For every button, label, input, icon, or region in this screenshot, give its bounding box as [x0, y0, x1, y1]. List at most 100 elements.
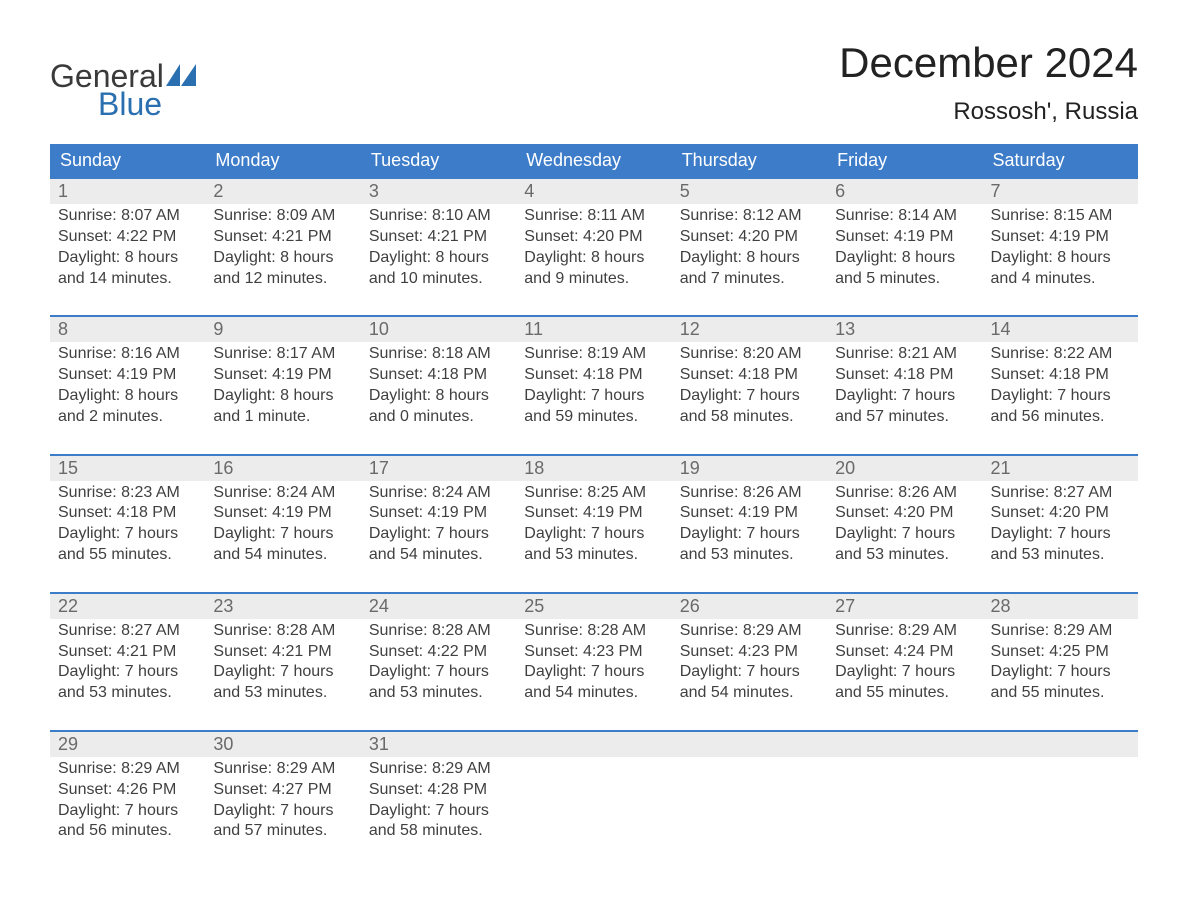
day-info-line: and 54 minutes. [524, 683, 663, 704]
day-info-line [524, 821, 663, 842]
day-info-line: Sunrise: 8:14 AM [835, 206, 974, 227]
day-info-line: Sunset: 4:18 PM [991, 365, 1130, 386]
day-info-line: and 54 minutes. [680, 683, 819, 704]
day-cell: Sunrise: 8:14 AMSunset: 4:19 PMDaylight:… [827, 204, 982, 289]
day-info-line: Sunset: 4:19 PM [369, 503, 508, 524]
day-cell: Sunrise: 8:11 AMSunset: 4:20 PMDaylight:… [516, 204, 671, 289]
day-cell: Sunrise: 8:09 AMSunset: 4:21 PMDaylight:… [205, 204, 360, 289]
day-number: 12 [672, 317, 827, 342]
day-info-line: and 14 minutes. [58, 269, 197, 290]
day-number: 29 [50, 732, 205, 757]
day-info-line: Sunset: 4:18 PM [524, 365, 663, 386]
day-info-line: and 58 minutes. [680, 407, 819, 428]
day-info-line: and 53 minutes. [58, 683, 197, 704]
day-number: 9 [205, 317, 360, 342]
day-info-line: Sunrise: 8:07 AM [58, 206, 197, 227]
day-info-line: Sunset: 4:18 PM [835, 365, 974, 386]
calendar-grid: Sunday Monday Tuesday Wednesday Thursday… [50, 144, 1138, 852]
dow-wednesday: Wednesday [516, 144, 671, 177]
day-info-line: Sunrise: 8:15 AM [991, 206, 1130, 227]
day-info-line: and 1 minute. [213, 407, 352, 428]
day-info-line: Sunset: 4:22 PM [369, 642, 508, 663]
day-number: 31 [361, 732, 516, 757]
day-number-row: 22232425262728 [50, 594, 1138, 619]
day-number: 30 [205, 732, 360, 757]
day-info-line [524, 801, 663, 822]
day-info-line: Sunrise: 8:11 AM [524, 206, 663, 227]
day-info-line: Sunrise: 8:23 AM [58, 483, 197, 504]
day-info-line: Daylight: 8 hours [213, 248, 352, 269]
day-info-line: Daylight: 7 hours [835, 662, 974, 683]
day-info-line: Sunrise: 8:16 AM [58, 344, 197, 365]
day-cell: Sunrise: 8:28 AMSunset: 4:23 PMDaylight:… [516, 619, 671, 704]
day-info-line: Sunrise: 8:12 AM [680, 206, 819, 227]
week-row: 891011121314 Sunrise: 8:16 AMSunset: 4:19… [50, 315, 1138, 453]
day-info-line: and 54 minutes. [213, 545, 352, 566]
day-info-line: Sunset: 4:20 PM [524, 227, 663, 248]
day-cell: Sunrise: 8:29 AMSunset: 4:24 PMDaylight:… [827, 619, 982, 704]
day-info-line [835, 801, 974, 822]
day-number: 8 [50, 317, 205, 342]
month-title: December 2024 [839, 40, 1138, 86]
day-number: 16 [205, 456, 360, 481]
day-body-row: Sunrise: 8:27 AMSunset: 4:21 PMDaylight:… [50, 619, 1138, 730]
day-info-line: Daylight: 7 hours [680, 662, 819, 683]
day-number: 14 [983, 317, 1138, 342]
day-info-line: Sunset: 4:19 PM [58, 365, 197, 386]
day-info-line: Sunset: 4:18 PM [369, 365, 508, 386]
day-info-line: Daylight: 8 hours [835, 248, 974, 269]
day-body-row: Sunrise: 8:29 AM Sunset: 4:26 PMDaylight:… [50, 757, 1138, 852]
day-info-line: Sunrise: 8:29 AM [369, 759, 508, 780]
day-number: 6 [827, 179, 982, 204]
day-info-line: Daylight: 7 hours [58, 524, 197, 545]
day-cell [983, 757, 1138, 842]
day-info-line [991, 759, 1130, 780]
day-info-line: Sunset: 4:19 PM [524, 503, 663, 524]
day-cell: Sunrise: 8:28 AMSunset: 4:21 PMDaylight:… [205, 619, 360, 704]
day-info-line: Daylight: 7 hours [213, 524, 352, 545]
day-number: 3 [361, 179, 516, 204]
week-row: 1234567Sunrise: 8:07 AMSunset: 4:22 PMDa… [50, 177, 1138, 315]
day-number: 22 [50, 594, 205, 619]
day-info-line: Daylight: 7 hours [991, 662, 1130, 683]
day-info-line: Sunset: 4:21 PM [213, 227, 352, 248]
day-info-line: Sunset: 4:20 PM [991, 503, 1130, 524]
day-info-line: Daylight: 7 hours [369, 662, 508, 683]
day-info-line: and 55 minutes. [58, 545, 197, 566]
day-info-line [835, 821, 974, 842]
day-info-line: and 53 minutes. [680, 545, 819, 566]
day-info-line: Daylight: 8 hours [991, 248, 1130, 269]
day-cell: Sunrise: 8:07 AMSunset: 4:22 PMDaylight:… [50, 204, 205, 289]
day-cell: Sunrise: 8:10 AMSunset: 4:21 PMDaylight:… [361, 204, 516, 289]
day-info-line [680, 821, 819, 842]
day-info-line [524, 759, 663, 780]
day-info-line: Sunset: 4:19 PM [680, 503, 819, 524]
day-info-line: and 56 minutes. [58, 821, 197, 842]
day-number: 11 [516, 317, 671, 342]
day-number: 10 [361, 317, 516, 342]
day-number: 28 [983, 594, 1138, 619]
day-number: 15 [50, 456, 205, 481]
day-number: 27 [827, 594, 982, 619]
dow-sunday: Sunday [50, 144, 205, 177]
day-info-line: Daylight: 7 hours [58, 801, 197, 822]
day-info-line: and 53 minutes. [835, 545, 974, 566]
day-cell: Sunrise: 8:20 AMSunset: 4:18 PMDaylight:… [672, 342, 827, 427]
day-info-line: and 7 minutes. [680, 269, 819, 290]
day-info-line: Sunrise: 8:25 AM [524, 483, 663, 504]
day-info-line: Sunset: 4:24 PM [835, 642, 974, 663]
day-info-line: Sunset: 4:26 PM [58, 780, 197, 801]
week-row: 22232425262728Sunrise: 8:27 AMSunset: 4:… [50, 592, 1138, 730]
day-info-line: Sunrise: 8:09 AM [213, 206, 352, 227]
day-cell: Sunrise: 8:15 AMSunset: 4:19 PMDaylight:… [983, 204, 1138, 289]
day-number-row: 1234567 [50, 179, 1138, 204]
day-cell [827, 757, 982, 842]
dow-thursday: Thursday [672, 144, 827, 177]
day-number-row: 293031 [50, 732, 1138, 757]
day-info-line: Sunset: 4:19 PM [991, 227, 1130, 248]
day-number: 13 [827, 317, 982, 342]
day-info-line: Daylight: 7 hours [680, 524, 819, 545]
day-info-line: and 54 minutes. [369, 545, 508, 566]
day-info-line [524, 780, 663, 801]
day-number-row: 15161718192021 [50, 456, 1138, 481]
